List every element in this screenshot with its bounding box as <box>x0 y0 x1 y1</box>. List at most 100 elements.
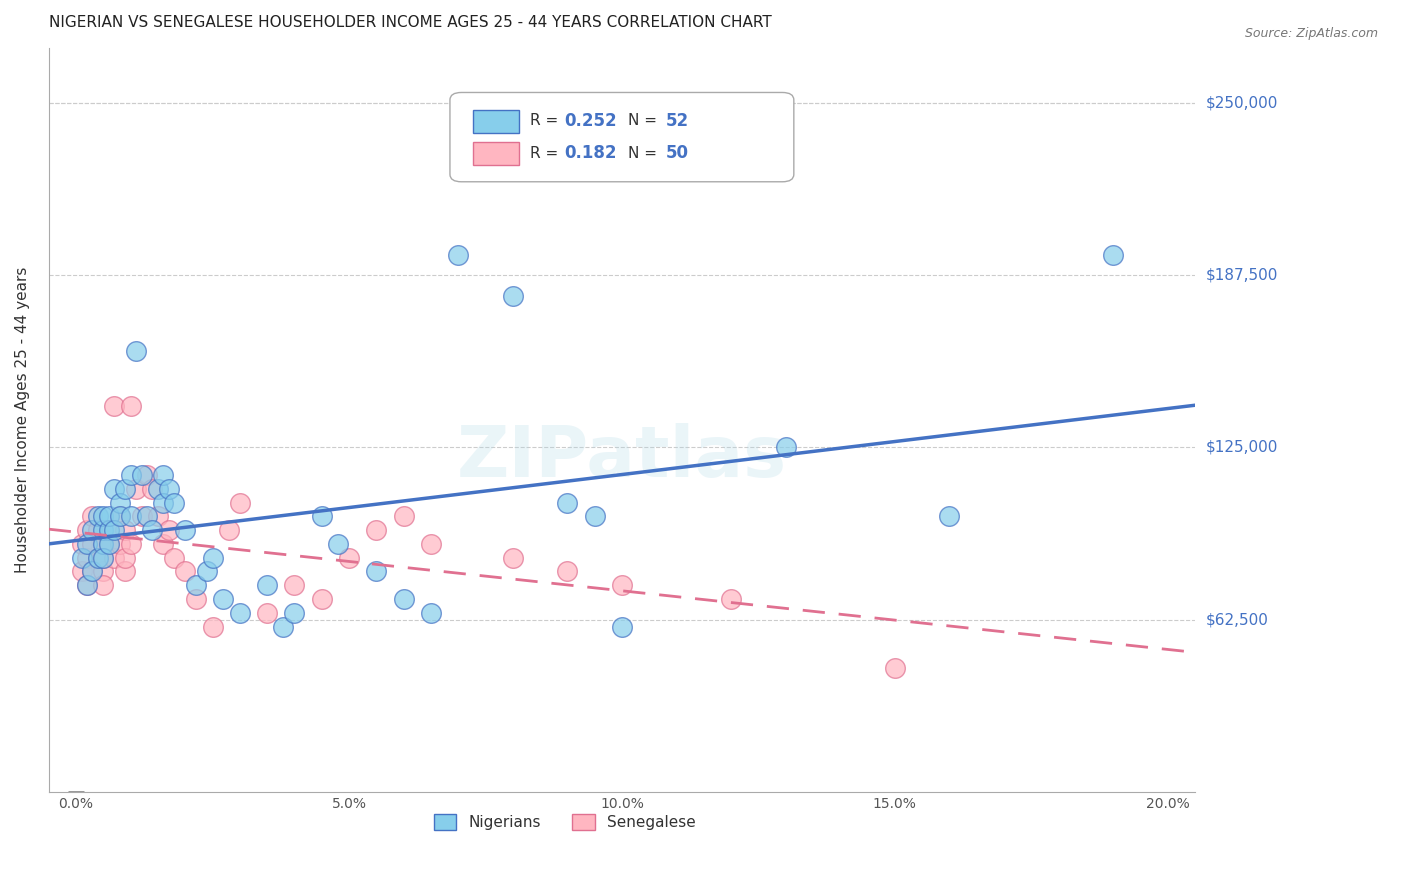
Senegalese <box>184 592 207 607</box>
Senegalese <box>136 468 159 483</box>
Senegalese <box>91 578 114 592</box>
Senegalese <box>201 619 224 633</box>
Senegalese <box>152 537 174 551</box>
Senegalese <box>114 523 136 537</box>
Text: 52: 52 <box>665 112 689 129</box>
Senegalese <box>91 550 114 565</box>
Senegalese <box>419 537 441 551</box>
Text: N =: N = <box>627 113 657 128</box>
Nigerians <box>97 509 120 524</box>
Nigerians <box>76 537 98 551</box>
Senegalese <box>76 550 98 565</box>
Nigerians <box>174 523 197 537</box>
Nigerians <box>502 289 524 303</box>
Senegalese <box>883 661 905 675</box>
Senegalese <box>502 550 524 565</box>
Nigerians <box>87 550 110 565</box>
Senegalese <box>311 592 333 607</box>
Senegalese <box>76 578 98 592</box>
Senegalese <box>125 482 148 496</box>
Text: $62,500: $62,500 <box>1206 612 1270 627</box>
Nigerians <box>184 578 207 592</box>
Nigerians <box>775 441 797 455</box>
Nigerians <box>555 495 578 509</box>
Senegalese <box>120 399 142 413</box>
Text: $187,500: $187,500 <box>1206 268 1278 283</box>
Text: 0.252: 0.252 <box>565 112 617 129</box>
Nigerians <box>152 468 174 483</box>
Nigerians <box>326 537 349 551</box>
Nigerians <box>163 495 186 509</box>
Nigerians <box>87 509 110 524</box>
Text: $250,000: $250,000 <box>1206 95 1278 111</box>
Nigerians <box>70 550 93 565</box>
Nigerians <box>447 247 470 261</box>
Nigerians <box>120 468 142 483</box>
Nigerians <box>195 565 218 579</box>
Senegalese <box>174 565 197 579</box>
FancyBboxPatch shape <box>450 93 794 182</box>
Senegalese <box>91 565 114 579</box>
Senegalese <box>97 537 120 551</box>
Text: NIGERIAN VS SENEGALESE HOUSEHOLDER INCOME AGES 25 - 44 YEARS CORRELATION CHART: NIGERIAN VS SENEGALESE HOUSEHOLDER INCOM… <box>49 15 772 30</box>
Senegalese <box>103 550 125 565</box>
Senegalese <box>70 537 93 551</box>
Text: 0.182: 0.182 <box>565 145 617 162</box>
Legend: Nigerians, Senegalese: Nigerians, Senegalese <box>427 808 702 837</box>
Senegalese <box>114 550 136 565</box>
Nigerians <box>419 606 441 620</box>
Nigerians <box>273 619 295 633</box>
Text: ZIPatlas: ZIPatlas <box>457 423 787 491</box>
Senegalese <box>97 523 120 537</box>
Senegalese <box>283 578 305 592</box>
Text: 50: 50 <box>665 145 689 162</box>
Text: R =: R = <box>530 146 558 161</box>
Senegalese <box>256 606 278 620</box>
Nigerians <box>108 509 131 524</box>
Nigerians <box>229 606 252 620</box>
Senegalese <box>337 550 360 565</box>
Nigerians <box>114 482 136 496</box>
Nigerians <box>146 482 169 496</box>
Text: R =: R = <box>530 113 558 128</box>
Senegalese <box>87 550 110 565</box>
Senegalese <box>163 550 186 565</box>
Senegalese <box>610 578 633 592</box>
Senegalese <box>108 537 131 551</box>
Nigerians <box>392 592 415 607</box>
Nigerians <box>283 606 305 620</box>
Nigerians <box>125 343 148 358</box>
Nigerians <box>120 509 142 524</box>
Senegalese <box>103 399 125 413</box>
Senegalese <box>229 495 252 509</box>
FancyBboxPatch shape <box>472 142 519 165</box>
Nigerians <box>141 523 163 537</box>
Nigerians <box>212 592 235 607</box>
Senegalese <box>141 482 163 496</box>
Nigerians <box>583 509 606 524</box>
Text: Source: ZipAtlas.com: Source: ZipAtlas.com <box>1244 27 1378 40</box>
Senegalese <box>720 592 742 607</box>
FancyBboxPatch shape <box>472 110 519 134</box>
Nigerians <box>152 495 174 509</box>
Nigerians <box>91 509 114 524</box>
Senegalese <box>157 523 180 537</box>
Y-axis label: Householder Income Ages 25 - 44 years: Householder Income Ages 25 - 44 years <box>15 267 30 573</box>
Senegalese <box>87 523 110 537</box>
Senegalese <box>366 523 388 537</box>
Nigerians <box>201 550 224 565</box>
Senegalese <box>70 565 93 579</box>
Nigerians <box>366 565 388 579</box>
Nigerians <box>610 619 633 633</box>
Senegalese <box>82 537 104 551</box>
Nigerians <box>136 509 159 524</box>
Nigerians <box>938 509 960 524</box>
Nigerians <box>256 578 278 592</box>
Senegalese <box>82 565 104 579</box>
Senegalese <box>146 509 169 524</box>
Senegalese <box>82 509 104 524</box>
Nigerians <box>157 482 180 496</box>
Nigerians <box>91 523 114 537</box>
Nigerians <box>82 565 104 579</box>
Nigerians <box>97 537 120 551</box>
